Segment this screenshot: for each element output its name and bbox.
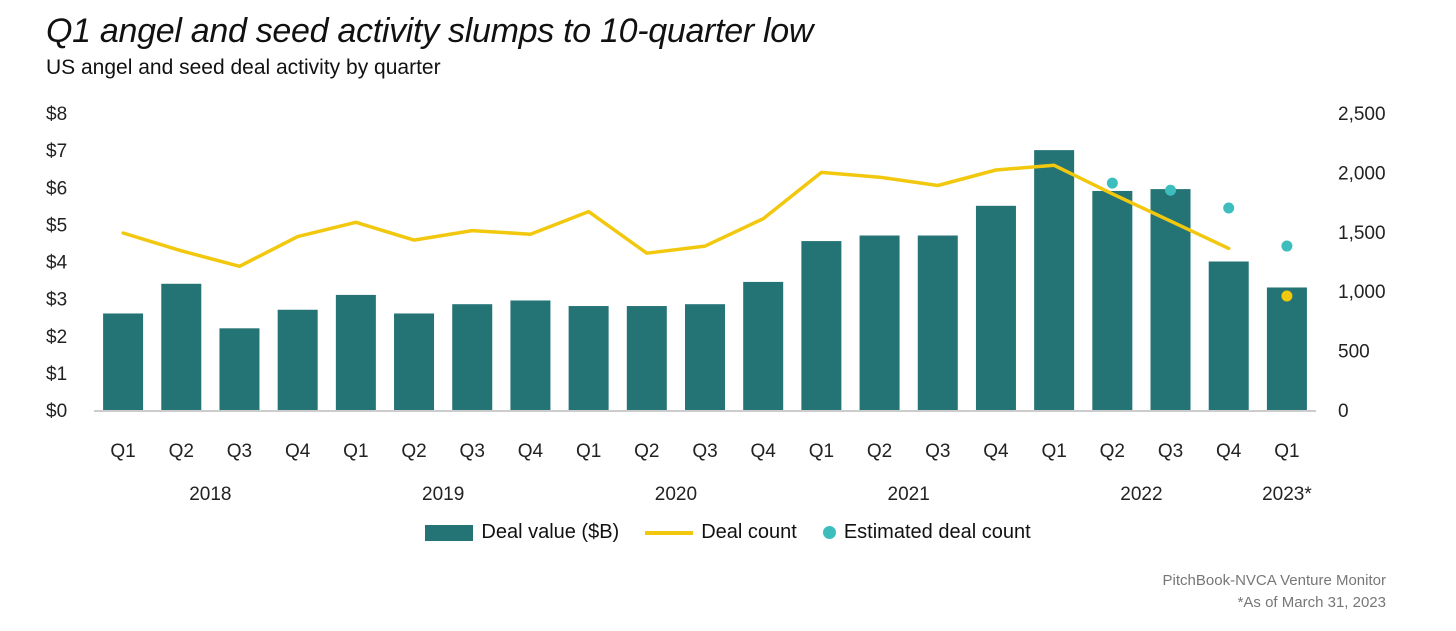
legend: Deal value ($B) Deal count Estimated dea…	[0, 521, 1456, 544]
x-axis-year-label: 2022	[1120, 484, 1162, 505]
bar-deal-value-1	[161, 283, 202, 410]
chart-title: Q1 angel and seed activity slumps to 10-…	[46, 12, 814, 50]
point-estimated-deal-count-19	[1223, 202, 1235, 214]
chart-subtitle: US angel and seed deal activity by quart…	[46, 56, 441, 79]
left-axis-tick-label: $3	[46, 290, 67, 311]
x-axis-quarter-label: Q3	[925, 441, 950, 462]
left-axis-tick-label: $4	[46, 253, 68, 274]
left-axis-tick-label: $7	[46, 141, 67, 162]
x-axis-quarter-label: Q4	[285, 441, 311, 462]
point-estimated-deal-count-18	[1165, 184, 1177, 196]
source-note: PitchBook-NVCA Venture Monitor *As of Ma…	[1163, 570, 1386, 614]
x-axis-year-label: 2020	[655, 484, 697, 505]
legend-label-deal-count: Deal count	[701, 521, 797, 543]
bar-deal-value-9	[626, 306, 667, 410]
bar-deal-value-6	[452, 304, 493, 410]
right-axis-tick-label: 2,500	[1338, 104, 1386, 125]
right-axis-tick-label: 1,000	[1338, 282, 1386, 303]
bar-deal-value-5	[394, 313, 435, 410]
x-axis-quarter-label: Q1	[809, 441, 834, 462]
legend-item-deal-value: Deal value ($B)	[425, 521, 619, 544]
x-axis-quarter-label: Q2	[401, 441, 426, 462]
x-axis-quarter-label: Q3	[227, 441, 252, 462]
footnote-line: *As of March 31, 2023	[1237, 594, 1386, 611]
source-line: PitchBook-NVCA Venture Monitor	[1162, 572, 1386, 589]
bar-deal-value-3	[277, 309, 318, 410]
bar-deal-value-14	[917, 235, 958, 410]
left-axis-tick-label: $1	[46, 364, 67, 385]
point-deal-count-latest	[1281, 290, 1293, 302]
left-axis-tick-label: $6	[46, 178, 67, 199]
x-axis-quarter-label: Q1	[110, 441, 135, 462]
left-axis-tick-label: $8	[46, 104, 67, 125]
left-axis-tick-label: $2	[46, 327, 67, 348]
bar-deal-value-8	[568, 306, 609, 410]
point-estimated-deal-count-17	[1106, 177, 1118, 189]
bar-deal-value-16	[1034, 150, 1075, 410]
legend-item-estimated: Estimated deal count	[822, 521, 1031, 544]
bar-deal-value-20	[1266, 287, 1307, 410]
x-axis-quarter-label: Q2	[634, 441, 659, 462]
bar-deal-value-15	[975, 205, 1016, 410]
right-axis-tick-label: 500	[1338, 342, 1370, 363]
legend-label-estimated: Estimated deal count	[843, 521, 1031, 543]
right-axis-tick-label: 2,000	[1338, 163, 1386, 184]
x-axis-quarter-label: Q4	[1216, 441, 1242, 462]
x-axis-quarter-label: Q3	[460, 441, 485, 462]
point-estimated-deal-count-20	[1281, 240, 1293, 252]
legend-swatch-line	[645, 530, 694, 535]
legend-item-deal-count: Deal count	[645, 521, 797, 544]
x-axis-year-label: 2021	[888, 484, 930, 505]
bar-deal-value-4	[335, 294, 376, 410]
x-axis-quarter-label: Q4	[983, 441, 1009, 462]
x-axis-quarter-label: Q2	[1100, 441, 1125, 462]
x-axis-quarter-label: Q2	[169, 441, 194, 462]
bar-deal-value-7	[510, 300, 551, 410]
x-axis-quarter-label: Q3	[1158, 441, 1183, 462]
chart-canvas: $0 $1 $2 $3 $4 $5 $6 $7 $8 0 500 1,000 1,500 2,000 2,5…	[46, 104, 1386, 505]
x-axis-quarter-label: Q1	[576, 441, 601, 462]
legend-label-deal-value: Deal value ($B)	[481, 521, 620, 543]
x-axis-quarter-label: Q1	[1274, 441, 1299, 462]
x-axis-quarter-label: Q1	[1041, 441, 1066, 462]
bar-deal-value-11	[743, 281, 784, 410]
bar-deal-value-13	[859, 235, 900, 410]
legend-swatch-bar	[425, 524, 474, 541]
x-axis-year-label: 2018	[189, 484, 231, 505]
x-axis-quarter-label: Q1	[343, 441, 368, 462]
left-axis-tick-label: $0	[46, 401, 67, 422]
bar-deal-value-19	[1208, 261, 1249, 410]
x-axis-year-label: 2023*	[1262, 484, 1312, 505]
x-axis-quarter-label: Q4	[751, 441, 777, 462]
right-axis-tick-label: 0	[1338, 401, 1349, 422]
bar-deal-value-10	[685, 304, 725, 410]
bar-deal-value-12	[801, 241, 842, 410]
x-axis-quarter-label: Q3	[692, 441, 717, 462]
x-axis-quarter-label: Q4	[518, 441, 544, 462]
right-axis-tick-label: 1,500	[1338, 223, 1386, 244]
left-axis-tick-label: $5	[46, 215, 67, 236]
line-deal-count	[121, 163, 1231, 269]
bar-deal-value-0	[103, 313, 144, 410]
x-axis-quarter-label: Q2	[867, 441, 892, 462]
bar-deal-value-2	[219, 328, 260, 410]
x-axis-year-label: 2019	[422, 484, 464, 505]
bar-deal-value-17	[1092, 190, 1133, 410]
legend-swatch-dot	[822, 526, 836, 539]
